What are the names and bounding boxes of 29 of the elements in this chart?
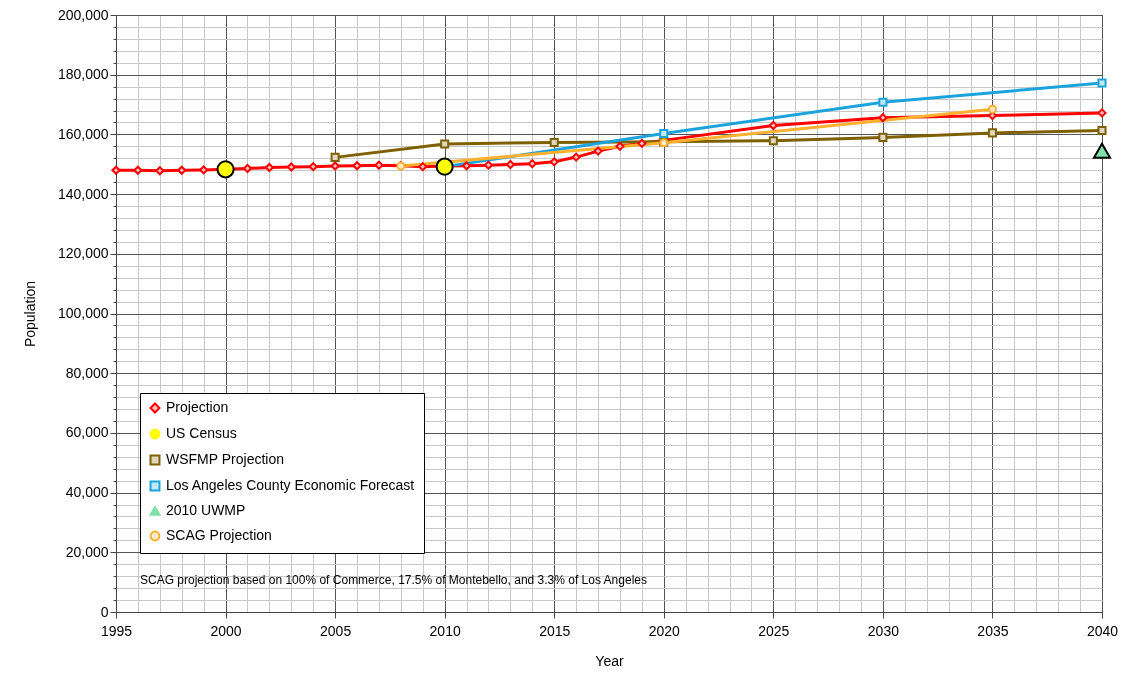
x-tick-label: 2005: [320, 622, 352, 639]
y-tick-label: 180,000: [57, 66, 109, 83]
x-axis-title: Year: [595, 652, 624, 669]
x-tick-label: 2000: [210, 622, 242, 639]
x-tick-label: 2035: [977, 622, 1009, 639]
legend-label: 2010 UWMP: [166, 502, 246, 518]
x-tick-label: 2040: [1086, 622, 1119, 639]
y-tick-label: 120,000: [57, 245, 109, 262]
legend-label: WSFMP Projection: [166, 451, 284, 467]
y-tick-label: 160,000: [57, 125, 109, 142]
legend-label: SCAG Projection: [166, 527, 272, 543]
x-tick-label: 2025: [758, 622, 790, 639]
y-tick-label: 100,000: [57, 305, 109, 321]
x-tick-label: 2015: [539, 622, 571, 639]
y-tick-label: 80,000: [65, 364, 109, 381]
y-axis-title: Population: [21, 280, 38, 348]
y-tick-label: 20,000: [65, 543, 109, 560]
x-tick-label: 2020: [648, 622, 681, 639]
y-tick-label: 140,000: [57, 185, 109, 202]
x-tick-label: 2030: [867, 622, 900, 639]
y-tick-label: 200,000: [57, 6, 109, 23]
x-tick-label: 1995: [100, 622, 133, 639]
x-tick-label: 2010: [429, 622, 461, 639]
legend-label: US Census: [166, 425, 237, 441]
y-tick-label: 40,000: [65, 484, 109, 501]
legend-label: Projection: [166, 399, 229, 415]
y-tick-label: 60,000: [65, 424, 109, 441]
legend-label: Los Angeles County Economic Forecast: [166, 477, 415, 493]
y-tick-label: 0: [100, 603, 109, 620]
